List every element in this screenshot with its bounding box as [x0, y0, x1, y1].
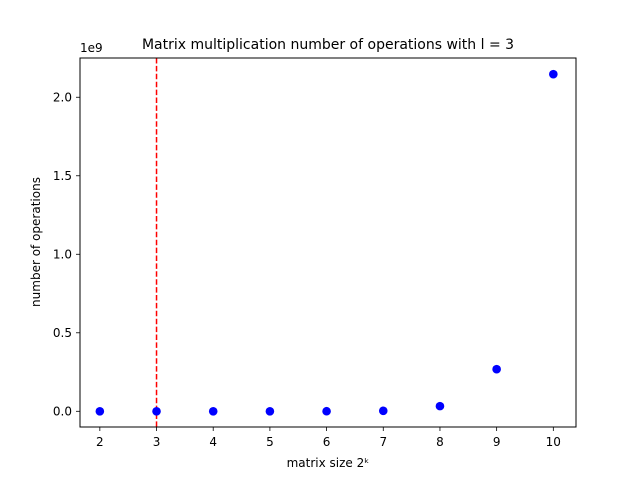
data-point: [208, 406, 218, 416]
x-tick-label: 6: [323, 435, 331, 449]
x-tick-label: 7: [379, 435, 387, 449]
x-tick-label: 9: [493, 435, 501, 449]
y-tick-label: 2.0: [53, 90, 72, 104]
x-tick-label: 2: [96, 435, 104, 449]
y-tick-label: 1.5: [53, 169, 72, 183]
data-point: [265, 406, 275, 416]
data-point: [435, 401, 445, 411]
data-point: [378, 406, 388, 416]
y-tick-label: 0.5: [53, 326, 72, 340]
chart-title: Matrix multiplication number of operatio…: [142, 37, 514, 53]
x-tick-label: 10: [546, 435, 561, 449]
data-point: [549, 69, 558, 79]
y-axis-label: number of operations: [29, 177, 43, 307]
y-tick-label: 1.0: [53, 247, 72, 261]
y-offset-label: 1e9: [80, 41, 103, 55]
x-tick-label: 8: [436, 435, 444, 449]
data-point: [322, 406, 331, 416]
data-point: [152, 406, 161, 416]
x-tick-label: 4: [209, 435, 217, 449]
data-point: [95, 406, 105, 416]
marks-layer: [95, 58, 558, 427]
plot-frame: [79, 57, 577, 428]
y-tick-label: 0.0: [53, 404, 72, 418]
x-axis-label: matrix size 2ᵏ: [287, 456, 370, 470]
data-point: [492, 364, 501, 374]
x-tick-label: 3: [153, 435, 161, 449]
x-tick-label: 5: [266, 435, 274, 449]
ticks-layer: 2 3 4 5 6 7 8 9 10 0.0 0.5 1.0 1.5 2.0: [53, 90, 561, 449]
